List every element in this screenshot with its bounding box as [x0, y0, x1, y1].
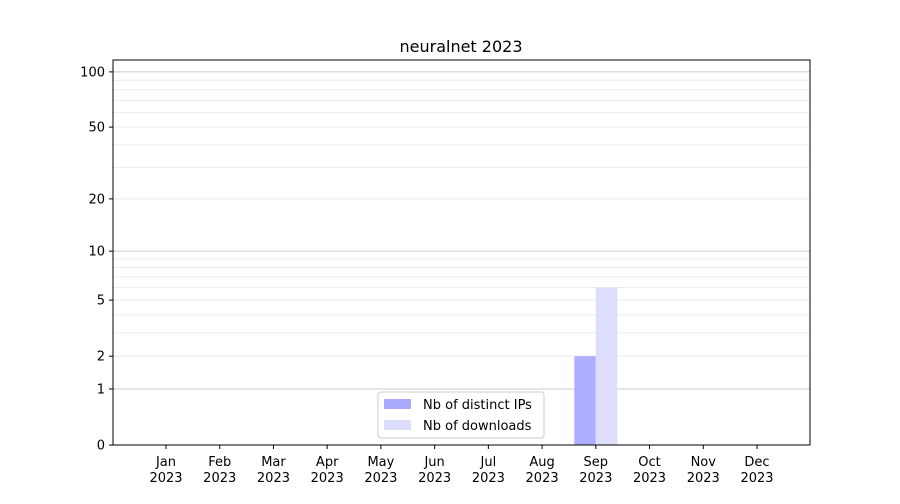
- legend-swatch-downloads: [384, 420, 411, 430]
- x-tick-label: Oct 2023: [633, 455, 666, 486]
- bar-downloads: [595, 287, 618, 445]
- x-tick-label: Mar 2023: [257, 455, 290, 486]
- chart-title: neuralnet 2023: [399, 37, 522, 56]
- y-tick-label: 100: [80, 65, 105, 80]
- y-tick-label: 50: [88, 121, 105, 136]
- y-tick-label: 20: [88, 192, 105, 207]
- legend-label-ips: Nb of distinct IPs: [423, 398, 532, 413]
- x-tick-label: Aug 2023: [526, 455, 559, 486]
- x-tick-label: Sep 2023: [579, 455, 612, 486]
- y-tick-label: 2: [97, 350, 105, 365]
- legend: Nb of distinct IPs Nb of downloads: [377, 391, 545, 439]
- legend-swatch-ips: [384, 399, 411, 409]
- y-tick-label: 5: [97, 294, 105, 309]
- x-tick-label: Jun 2023: [418, 455, 451, 486]
- x-tick-label: Nov 2023: [687, 455, 720, 486]
- x-tick-label: Feb 2023: [203, 455, 236, 486]
- y-tick-label: 0: [97, 439, 105, 454]
- x-tick-label: Dec 2023: [740, 455, 773, 486]
- x-tick-label: Jan 2023: [149, 455, 182, 486]
- x-tick-label: Jul 2023: [472, 455, 505, 486]
- y-tick-label: 1: [97, 382, 105, 397]
- bar-distinct-ips: [574, 356, 596, 445]
- x-tick-label: Apr 2023: [311, 455, 344, 486]
- y-tick-label: 10: [88, 245, 105, 260]
- legend-label-downloads: Nb of downloads: [423, 419, 532, 434]
- x-tick-label: May 2023: [364, 455, 397, 486]
- axes-frame: [112, 59, 811, 446]
